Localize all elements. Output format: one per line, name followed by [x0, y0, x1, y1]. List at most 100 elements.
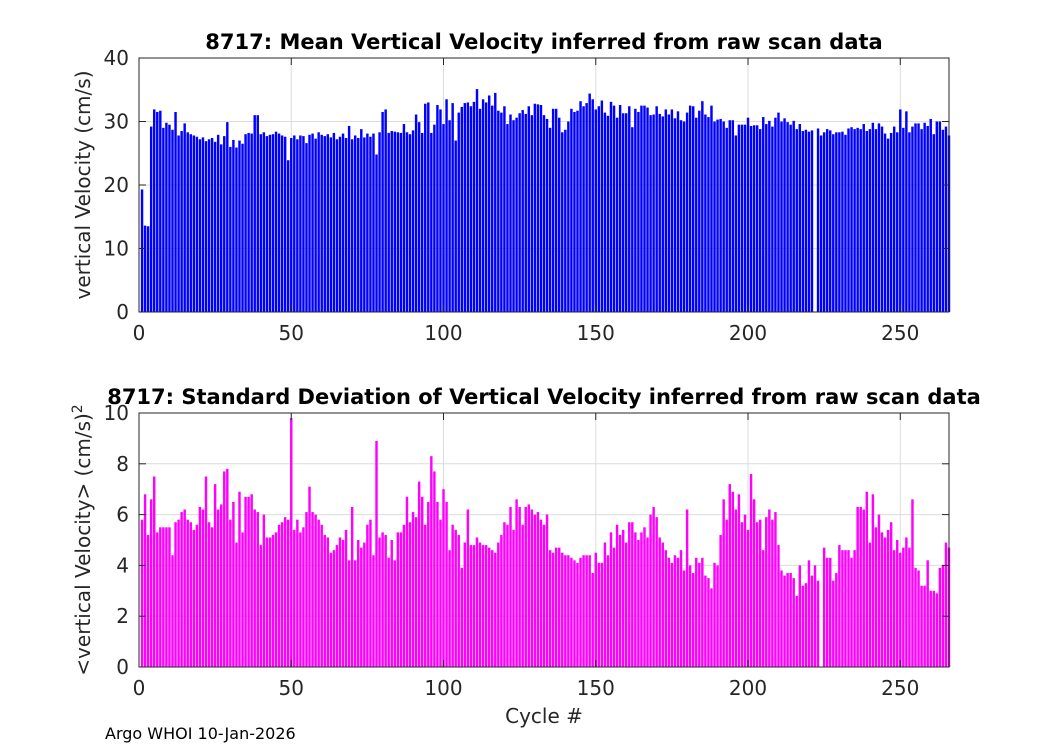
mean-velocity-bar: [597, 106, 601, 312]
std-velocity-bar: [390, 540, 393, 667]
mean-velocity-bar: [609, 101, 613, 312]
std-velocity-bar: [917, 570, 920, 667]
std-velocity-bar: [153, 476, 156, 667]
mean-velocity-bar: [573, 111, 576, 312]
std-velocity-bar: [740, 522, 744, 667]
mean-velocity-bar: [536, 104, 540, 312]
mean-velocity-bar: [259, 134, 263, 312]
mean-velocity-bar: [381, 111, 384, 312]
std-velocity-bar: [503, 522, 506, 667]
std-velocity-bar: [207, 522, 211, 667]
mean-velocity-bar: [180, 131, 183, 312]
mean-velocity-bar: [713, 121, 716, 312]
mean-velocity-bar: [634, 108, 637, 312]
mean-velocity-bar: [698, 110, 701, 312]
mean-velocity-bar: [594, 109, 597, 312]
std-velocity-bar: [618, 534, 622, 667]
std-velocity-bar: [183, 509, 186, 667]
mean-velocity-bar: [902, 127, 905, 312]
mean-velocity-bar: [768, 120, 771, 313]
mean-velocity-bar: [786, 122, 789, 312]
mean-velocity-y-tick-label: 0: [116, 300, 129, 324]
std-velocity-bar: [749, 473, 753, 667]
std-velocity-bar: [746, 529, 750, 667]
std-velocity-bar: [180, 512, 183, 667]
std-velocity-bar: [825, 557, 829, 667]
std-velocity-bar: [545, 514, 549, 667]
mean-velocity-bar: [701, 101, 704, 313]
std-velocity-bar: [576, 562, 579, 667]
std-velocity-bar: [494, 552, 497, 667]
mean-velocity-bar: [871, 122, 875, 313]
mean-velocity-bar: [658, 113, 661, 312]
mean-velocity-bar: [220, 144, 223, 312]
mean-velocity-bar: [603, 112, 607, 312]
std-velocity-bar: [539, 519, 543, 667]
std-velocity-bar: [762, 550, 765, 667]
mean-velocity-bar: [561, 132, 564, 312]
mean-velocity-bar: [472, 101, 476, 312]
mean-velocity-bar: [399, 132, 403, 312]
std-velocity-bar: [524, 506, 527, 667]
mean-velocity-y-tick-label: 30: [104, 110, 129, 134]
mean-velocity-bar: [417, 122, 421, 312]
std-velocity-bar: [548, 550, 552, 667]
std-velocity-bar: [277, 524, 281, 667]
std-velocity-bar: [929, 590, 932, 667]
std-velocity-bar: [402, 524, 406, 667]
std-velocity-bar: [649, 514, 652, 667]
mean-velocity-bar: [375, 154, 378, 312]
mean-velocity-bar: [588, 93, 591, 312]
mean-velocity-bar: [829, 130, 832, 312]
std-velocity-bar: [625, 542, 628, 667]
mean-velocity-bar: [716, 119, 719, 312]
std-velocity-bar: [932, 590, 935, 667]
mean-velocity-bar: [844, 134, 847, 312]
std-velocity-bar: [259, 545, 263, 667]
mean-velocity-y-tick-label: 20: [104, 173, 129, 197]
std-velocity-bar: [396, 532, 400, 667]
std-velocity-bar: [859, 506, 862, 667]
std-velocity-bar: [353, 560, 357, 667]
mean-velocity-bar: [244, 134, 247, 312]
std-velocity-bar: [506, 524, 509, 667]
mean-velocity-bar: [445, 99, 448, 313]
std-velocity-bar: [725, 519, 728, 667]
mean-velocity-bar: [436, 104, 439, 313]
mean-velocity-bar: [442, 124, 445, 312]
mean-velocity-bar: [341, 133, 345, 312]
mean-velocity-bar: [917, 123, 920, 312]
std-velocity-bar: [472, 545, 476, 667]
std-velocity-bar: [777, 545, 780, 667]
mean-velocity-bar: [247, 132, 250, 312]
std-velocity-bar: [518, 506, 521, 667]
std-velocity-bar: [716, 565, 719, 667]
std-velocity-bar: [573, 560, 576, 667]
mean-velocity-bar: [908, 132, 911, 312]
mean-velocity-bar: [722, 121, 725, 312]
mean-velocity-bar: [457, 112, 460, 312]
mean-velocity-x-tick-label: 150: [577, 321, 615, 345]
std-velocity-bar: [841, 550, 844, 667]
std-velocity-bar: [935, 593, 939, 667]
std-velocity-bar: [448, 550, 451, 667]
std-velocity-x-tick-label: 0: [133, 676, 146, 700]
std-velocity-bar: [299, 532, 302, 667]
mean-velocity-bar: [615, 117, 619, 312]
mean-velocity-bar: [177, 135, 180, 312]
mean-velocity-bar: [682, 121, 686, 312]
std-velocity-bar: [244, 496, 247, 667]
std-velocity-x-tick-label: 200: [729, 676, 767, 700]
mean-velocity-bar: [466, 102, 470, 312]
std-velocity-bar: [323, 534, 326, 667]
mean-velocity-bar: [497, 110, 500, 312]
mean-velocity-y-ticks: 0 10 20 30 40: [104, 46, 949, 324]
std-velocity-bar: [305, 512, 308, 667]
std-velocity-bar: [210, 527, 214, 667]
std-velocity-bar: [232, 501, 235, 667]
std-velocity-bar: [381, 532, 384, 667]
mean-velocity-bar: [384, 109, 387, 312]
mean-velocity-bar: [427, 102, 430, 312]
mean-velocity-bar: [728, 120, 731, 312]
mean-velocity-x-tick-label: 0: [133, 321, 146, 345]
